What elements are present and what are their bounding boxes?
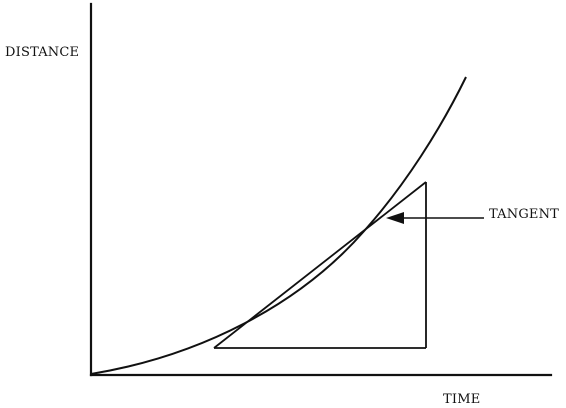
tangent-arrowhead bbox=[386, 212, 404, 224]
y-axis-label: DISTANCE bbox=[5, 45, 79, 60]
tangent-line bbox=[213, 181, 427, 349]
x-axis-label: TIME bbox=[443, 392, 480, 407]
tangent-label: TANGENT bbox=[489, 207, 559, 222]
distance-curve bbox=[90, 76, 467, 375]
